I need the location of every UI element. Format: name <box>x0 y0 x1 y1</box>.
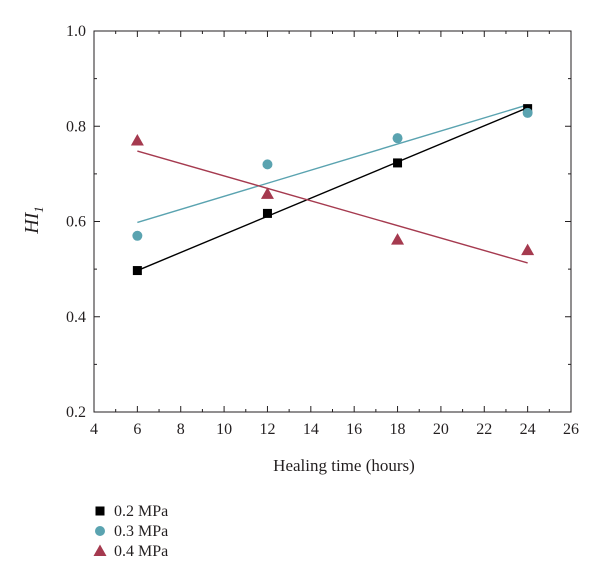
legend: 0.2 MPa 0.3 MPa 0.4 MPa <box>93 503 168 560</box>
y-axis-title-main: HI <box>21 211 43 234</box>
data-point-0-3-mpa <box>392 133 403 144</box>
fit-line-0-4-mpa <box>137 150 528 264</box>
x-axis: 4 6 8 10 12 14 16 18 20 22 24 26 <box>90 31 579 438</box>
fit-line-0-3-mpa <box>137 104 528 224</box>
y-tick-label: 0.2 <box>66 404 86 421</box>
x-tick-label: 4 <box>90 421 98 438</box>
data-point-0-2-mpa <box>393 158 403 168</box>
legend-marker-0-4-mpa <box>93 544 107 556</box>
x-tick-label: 26 <box>563 421 579 438</box>
x-tick-label: 12 <box>259 421 275 438</box>
y-axis-title-sub: 1 <box>31 206 46 213</box>
x-tick-label: 8 <box>177 421 185 438</box>
y-tick-label: 0.8 <box>66 118 86 135</box>
legend-label-0-3-mpa: 0.3 MPa <box>114 523 168 540</box>
data-point-0-4-mpa <box>391 233 405 245</box>
y-tick-label: 0.4 <box>66 309 86 326</box>
data-point-0-2-mpa <box>132 266 142 276</box>
y-axis-title: HI1 <box>21 206 46 235</box>
fit-lines <box>137 104 528 272</box>
x-tick-label: 10 <box>216 421 232 438</box>
x-tick-label: 20 <box>433 421 449 438</box>
y-axis: 0.2 0.4 0.6 0.8 1.0 <box>66 23 571 421</box>
legend-label-0-2-mpa: 0.2 MPa <box>114 503 168 520</box>
data-point-0-3-mpa <box>132 230 143 241</box>
fit-line-0-2-mpa <box>137 107 528 272</box>
data-markers <box>130 104 535 276</box>
data-point-0-3-mpa <box>522 107 533 118</box>
y-tick-label: 1.0 <box>66 23 86 40</box>
data-point-0-2-mpa <box>262 208 272 218</box>
x-axis-title: Healing time (hours) <box>273 456 415 475</box>
x-tick-label: 18 <box>390 421 406 438</box>
x-tick-label: 14 <box>303 421 319 438</box>
data-point-0-4-mpa <box>130 134 144 146</box>
legend-label-0-4-mpa: 0.4 MPa <box>114 543 168 560</box>
y-tick-label: 0.6 <box>66 214 86 231</box>
data-point-0-4-mpa <box>521 243 535 256</box>
x-tick-label: 6 <box>133 421 141 438</box>
x-tick-label: 16 <box>346 421 362 438</box>
legend-marker-0-3-mpa <box>95 526 105 536</box>
x-tick-label: 22 <box>476 421 492 438</box>
data-point-0-3-mpa <box>262 159 273 170</box>
x-tick-label: 24 <box>520 421 536 438</box>
data-point-0-4-mpa <box>260 187 274 199</box>
legend-marker-0-2-mpa <box>95 506 105 516</box>
